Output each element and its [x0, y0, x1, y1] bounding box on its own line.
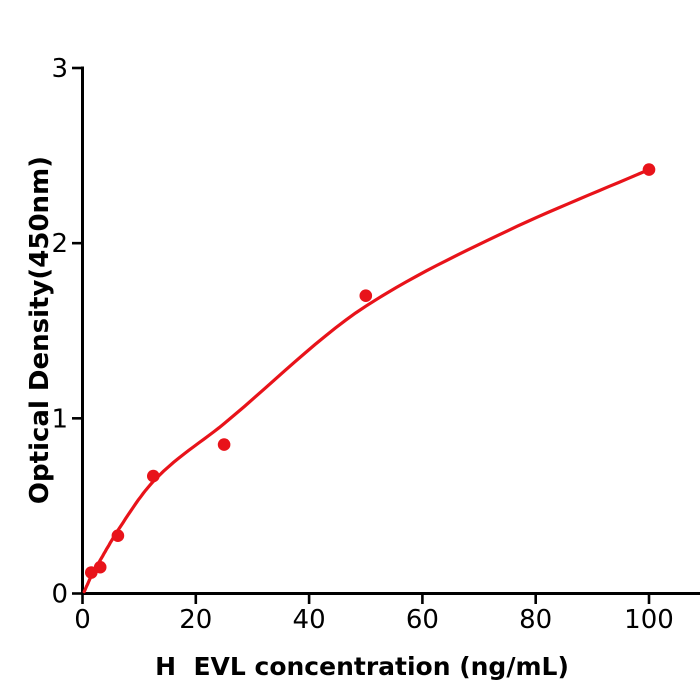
x-tick-label: 40 — [293, 605, 326, 635]
x-tick-label: 80 — [519, 605, 552, 635]
x-tick-label: 20 — [179, 605, 212, 635]
x-tick-label: 60 — [406, 605, 439, 635]
x-axis-title: H EVL concentration (ng/mL) — [155, 652, 569, 681]
y-tick-label: 1 — [51, 404, 68, 434]
y-axis-title: Optical Density(450nm) — [25, 155, 55, 505]
y-tick-label: 3 — [51, 54, 68, 84]
data-point — [111, 529, 125, 542]
x-tick-label: 0 — [74, 605, 91, 635]
data-point — [147, 469, 160, 483]
fit-curve — [82, 168, 651, 594]
y-tick-label: 2 — [51, 229, 68, 259]
data-point — [359, 289, 373, 303]
data-point — [93, 560, 107, 574]
data-point — [642, 163, 656, 176]
x-tick-label: 100 — [624, 605, 674, 635]
data-point — [217, 438, 231, 451]
y-tick-label: 0 — [51, 580, 68, 610]
